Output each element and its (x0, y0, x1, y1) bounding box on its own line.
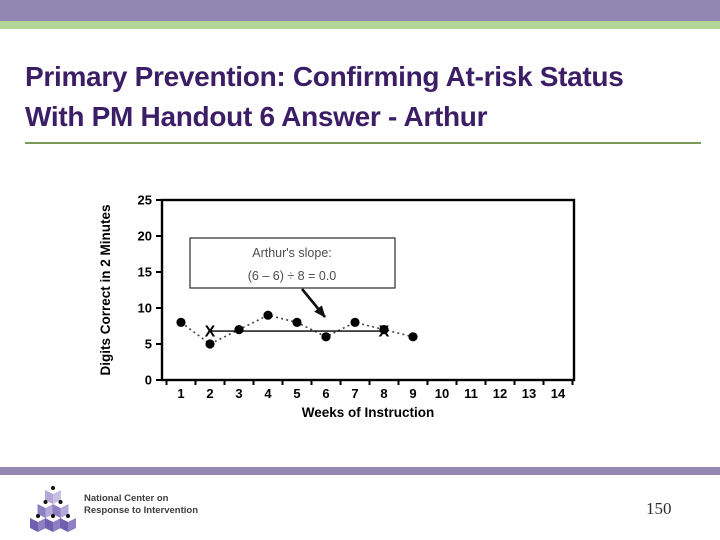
slide-title: Primary Prevention: Confirming At-risk S… (25, 57, 710, 137)
slide-page-number: 150 (646, 499, 672, 518)
x-tick-label: 3 (235, 386, 242, 401)
annotation-box (189, 237, 396, 289)
data-point-dot (321, 332, 331, 342)
plot-frame (160, 198, 576, 382)
x-tick-label: 12 (493, 386, 507, 401)
annotation-group: Arthur's slope: (6 – 6) ÷ 8 = 0.0 (189, 237, 396, 318)
annotation-line1: Arthur's slope: (252, 246, 332, 260)
logo-head-dot (43, 500, 48, 504)
logo-book-left (45, 518, 53, 532)
trend-endpoint-x-marker: X (379, 324, 390, 341)
data-point-dot (292, 317, 302, 327)
logo-book-right (60, 504, 69, 518)
x-tick-label: 14 (551, 386, 566, 401)
data-point-dot (263, 310, 273, 320)
x-tick-label: 10 (435, 386, 449, 401)
data-point-dot (234, 325, 244, 335)
logo-head-dot (66, 514, 70, 518)
data-point-dot (205, 339, 215, 349)
y-tick-label: 0 (145, 373, 152, 388)
logo-book-right (45, 504, 54, 518)
logo-head-dot (36, 514, 40, 518)
logo-book-right (53, 490, 61, 504)
y-tick-label: 5 (145, 337, 152, 352)
trend-endpoint-x-marker: X (205, 324, 216, 341)
logo-head-dot (51, 514, 55, 518)
annotation-arrow (300, 288, 327, 318)
logo-head-dot (51, 486, 55, 490)
top-accent-bar (0, 0, 720, 21)
logo-book-left (37, 504, 46, 518)
x-tick-label: 6 (322, 386, 329, 401)
x-tick-label: 2 (206, 386, 213, 401)
x-tick-label: 13 (522, 386, 536, 401)
footer-accent-bar (0, 467, 720, 475)
logo-book-left (52, 504, 61, 518)
y-axis-label: Digits Correct in 2 Minutes (98, 204, 113, 375)
data-point-dot (379, 325, 389, 335)
progress-monitoring-chart: 0 5 10 15 20 25 1 2 3 4 5 6 7 8 9 10 11 12 13 14 Weeks of In… (95, 185, 595, 435)
footer-org-line1: National Center on (84, 493, 169, 504)
x-tick-label: 1 (177, 386, 184, 401)
y-tick-label: 10 (138, 301, 152, 316)
y-tick-label: 15 (138, 265, 152, 280)
x-tick-label: 11 (464, 386, 478, 401)
logo-book-right (53, 518, 61, 532)
slide-title-line2: With PM Handout 6 Answer - Arthur (25, 101, 488, 132)
y-tick-label: 25 (138, 193, 152, 208)
x-tick-label: 7 (351, 386, 358, 401)
green-accent-bar (0, 21, 720, 29)
data-point-dot (350, 317, 360, 327)
footer-org-line2: Response to Intervention (84, 505, 199, 516)
slide-title-line1: Primary Prevention: Confirming At-risk S… (25, 61, 624, 92)
annotation-line2: (6 – 6) ÷ 8 = 0.0 (248, 269, 337, 283)
y-tick-label: 20 (138, 229, 152, 244)
x-tick-label: 5 (293, 386, 300, 401)
logo-book-left (60, 518, 68, 532)
logo-head-dot (58, 500, 63, 504)
rti-pyramid-logo-icon (30, 486, 76, 532)
data-point-dot (408, 332, 418, 342)
x-tick-label: 9 (409, 386, 416, 401)
logo-book-left (45, 490, 53, 504)
logo-book-right (38, 518, 46, 532)
logo-book-left (30, 518, 38, 532)
logo-book-right (68, 518, 76, 532)
footer-organization: National Center on Response to Intervent… (84, 493, 198, 517)
data-point-dot (176, 317, 186, 327)
x-tick-label: 4 (264, 386, 272, 401)
title-underline (25, 142, 701, 144)
x-axis-label: Weeks of Instruction (302, 405, 435, 420)
logo-books (30, 486, 76, 532)
x-tick-label: 8 (380, 386, 387, 401)
